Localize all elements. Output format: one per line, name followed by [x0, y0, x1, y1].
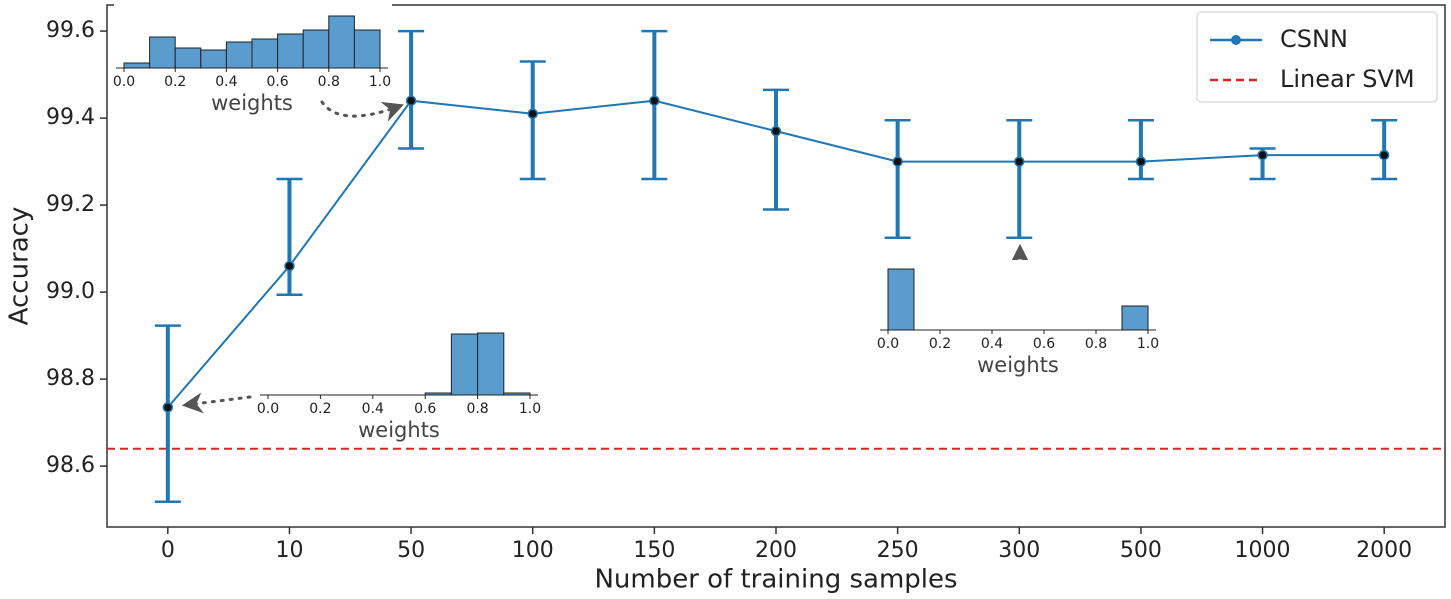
inset-tick-label: 0.0 — [113, 74, 135, 90]
y-axis-label: Accuracy — [5, 207, 35, 326]
x-tick-label: 250 — [877, 538, 919, 563]
histogram-bar — [887, 268, 915, 331]
inset-background — [878, 260, 1160, 330]
y-tick-label: 99.4 — [46, 105, 95, 130]
inset-tick-label: 0.2 — [929, 336, 951, 352]
histogram-bar — [450, 333, 479, 396]
legend-marker — [1231, 35, 1241, 45]
y-tick-label: 98.8 — [46, 366, 95, 391]
inset-tick-label: 0.6 — [266, 74, 288, 90]
x-tick-label: 150 — [633, 538, 675, 563]
inset-axis-label: weights — [977, 353, 1059, 377]
x-tick-label: 0 — [161, 538, 175, 563]
inset-tick-label: 0.8 — [466, 401, 488, 417]
inset-tick-label: 1.0 — [1137, 336, 1159, 352]
point — [770, 125, 782, 137]
legend-label: Linear SVM — [1280, 65, 1415, 93]
point — [284, 260, 295, 272]
inset-tick-label: 0.4 — [215, 74, 237, 90]
inset-tick-label: 0.6 — [414, 401, 436, 417]
histogram-bar — [251, 38, 279, 69]
point — [1014, 156, 1025, 167]
histogram-bar — [353, 29, 381, 69]
x-tick-label: 100 — [512, 538, 554, 563]
point — [649, 95, 660, 106]
inset-tick-label: 0.8 — [318, 74, 340, 90]
y-tick-label: 99.2 — [46, 192, 95, 217]
point — [405, 95, 417, 106]
point — [1378, 149, 1390, 161]
point — [1257, 149, 1268, 161]
point — [527, 108, 538, 119]
histogram-bar — [1121, 305, 1149, 331]
y-tick-label: 98.6 — [46, 453, 95, 478]
inset-tick-label: 1.0 — [519, 401, 541, 417]
histogram-bar — [174, 47, 202, 69]
x-axis-label: Number of training samples — [594, 565, 957, 595]
histogram-bar — [328, 15, 355, 69]
inset-tick-label: 1.0 — [369, 74, 391, 90]
x-tick-label: 300 — [998, 538, 1040, 563]
inset-tick-label: 0.0 — [877, 336, 899, 352]
inset-axis-label: weights — [211, 91, 293, 115]
point — [162, 402, 174, 413]
inset-tick-label: 0.4 — [981, 336, 1003, 352]
x-tick-label: 500 — [1120, 538, 1162, 563]
y-tick-label: 99.0 — [46, 279, 95, 304]
legend: CSNN Linear SVM — [1196, 11, 1438, 103]
point — [892, 156, 903, 167]
inset-tick-label: 0.2 — [164, 74, 186, 90]
inset-tick-label: 0.8 — [1085, 336, 1107, 352]
histogram-bar — [149, 36, 176, 69]
y-tick-label: 99.6 — [46, 18, 95, 43]
inset-axis-label: weights — [358, 418, 440, 442]
x-tick-label: 1000 — [1235, 538, 1291, 563]
inset-tick-label: 0.4 — [362, 401, 384, 417]
x-tick-label: 2000 — [1356, 538, 1412, 563]
x-tick-label: 200 — [755, 538, 797, 563]
histogram-bar — [302, 29, 330, 69]
legend-label: CSNN — [1280, 25, 1348, 53]
annotation-arrow — [320, 100, 404, 122]
inset-tick-label: 0.6 — [1033, 336, 1055, 352]
histogram-bar — [200, 49, 227, 69]
x-tick-label: 50 — [397, 538, 425, 563]
inset-tick-label: 0.2 — [309, 401, 331, 417]
histogram-bar — [225, 41, 253, 69]
x-tick-label: 10 — [275, 538, 303, 563]
histogram-bar — [277, 33, 304, 69]
inset-tick-label: 0.0 — [257, 401, 279, 417]
point — [1135, 156, 1147, 167]
histogram-bar — [123, 62, 151, 69]
histogram-bar — [477, 332, 505, 396]
annotation-arrow — [181, 392, 252, 414]
